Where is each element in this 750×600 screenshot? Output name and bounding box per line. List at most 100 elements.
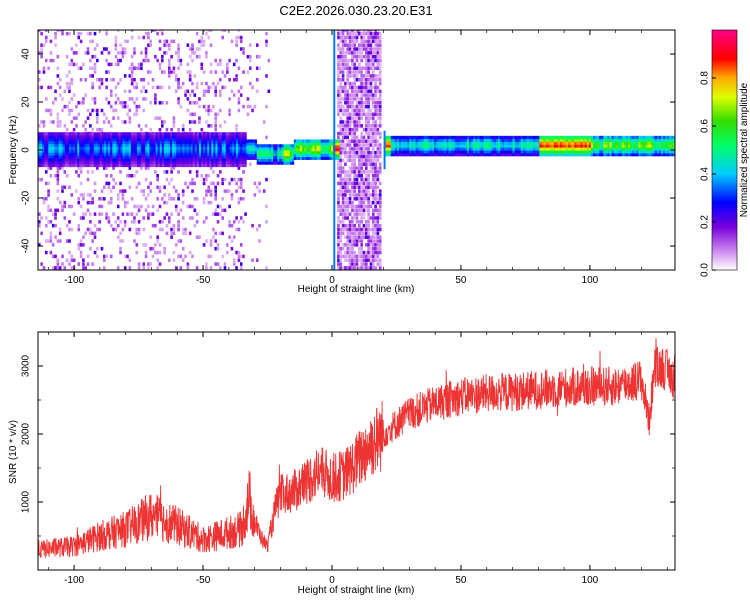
heatmap-cell xyxy=(467,150,470,154)
heatmap-cell xyxy=(365,262,368,266)
heatmap-cell xyxy=(205,193,208,197)
heatmap-cell xyxy=(407,147,410,151)
heatmap-cell xyxy=(133,101,136,105)
heatmap-cell xyxy=(355,239,359,243)
heatmap-cell xyxy=(293,145,297,149)
heatmap-cell xyxy=(205,152,208,156)
heatmap-cell xyxy=(584,141,588,145)
heatmap-cell xyxy=(159,161,163,165)
heatmap-cell xyxy=(221,149,225,153)
heatmap-cell xyxy=(186,62,190,67)
heatmap-cell xyxy=(671,150,674,154)
heatmap-cell xyxy=(285,155,288,159)
heatmap-cell xyxy=(240,163,243,168)
heatmap-cell xyxy=(365,85,368,90)
heatmap-cell xyxy=(615,147,619,151)
heatmap-cell xyxy=(229,146,233,150)
heatmap-cell xyxy=(237,250,241,255)
heatmap-cell xyxy=(89,149,92,153)
heatmap-cell xyxy=(50,140,53,145)
heatmap-cell xyxy=(42,200,46,205)
heatmap-cell xyxy=(44,135,47,139)
heatmap-cell xyxy=(140,51,143,55)
heatmap-cell xyxy=(128,140,132,145)
heatmap-cell xyxy=(174,155,177,159)
colorbar-tick-label: 0.6 xyxy=(700,119,711,133)
heatmap-cell xyxy=(265,31,268,36)
heatmap-cell xyxy=(454,147,458,151)
heatmap-cell xyxy=(157,143,161,147)
heatmap-cell xyxy=(360,93,363,97)
heatmap-cell xyxy=(557,144,561,148)
heatmap-cell xyxy=(214,93,217,97)
heatmap-cell xyxy=(52,161,55,165)
heatmap-cell xyxy=(362,135,366,140)
heatmap-cell xyxy=(165,223,169,228)
heatmap-cell xyxy=(132,158,136,162)
heatmap-cell xyxy=(228,58,231,63)
heatmap-cell xyxy=(174,204,178,209)
heatmap-cell xyxy=(564,144,567,148)
heatmap-cell xyxy=(348,166,352,170)
heatmap-cell xyxy=(121,193,125,197)
heatmap-cell xyxy=(109,78,113,82)
heatmap-cell xyxy=(60,149,64,153)
heatmap-cell xyxy=(337,31,340,36)
heatmap-cell xyxy=(225,132,229,136)
heatmap-cell xyxy=(188,93,192,97)
heatmap-cell xyxy=(358,54,361,59)
heatmap-cell xyxy=(353,43,357,47)
heatmap-cell xyxy=(458,147,462,151)
heatmap-cell xyxy=(184,163,187,168)
heatmap-cell xyxy=(341,58,345,63)
heatmap-cell xyxy=(123,101,127,105)
heatmap-cell xyxy=(114,227,118,232)
heatmap-cell xyxy=(85,143,88,147)
heatmap-cell xyxy=(514,144,517,148)
heatmap-cell xyxy=(70,108,74,113)
heatmap-cell xyxy=(351,185,354,190)
heatmap-cell xyxy=(252,139,255,143)
heatmap-cell xyxy=(318,156,321,160)
heatmap-cell xyxy=(360,193,363,197)
heatmap-cell xyxy=(223,30,227,32)
heatmap-cell xyxy=(239,262,243,266)
heatmap-cell xyxy=(77,155,80,159)
heatmap-cell xyxy=(351,35,354,40)
heatmap-cell xyxy=(355,185,359,190)
heatmap-cell xyxy=(68,146,72,150)
heatmap-cell xyxy=(374,246,377,251)
heatmap-cell xyxy=(122,155,125,159)
heatmap-cell xyxy=(360,101,363,105)
heatmap-cell xyxy=(378,147,382,151)
heatmap-cell xyxy=(254,145,258,149)
heatmap-cell xyxy=(351,154,354,159)
heatmap-cell xyxy=(79,39,83,44)
heatmap-cell xyxy=(386,144,390,148)
heatmap-cell xyxy=(638,144,641,148)
heatmap-cell xyxy=(209,70,213,74)
heatmap-cell xyxy=(281,144,284,148)
heatmap-cell xyxy=(648,153,652,157)
heatmap-cell xyxy=(369,158,373,163)
heatmap-cell xyxy=(112,155,115,159)
heatmap-cell xyxy=(82,262,85,266)
heatmap-cell xyxy=(174,243,178,247)
heatmap-cell xyxy=(157,138,161,142)
heatmap-cell xyxy=(265,220,268,224)
heatmap-cell xyxy=(318,148,321,152)
heatmap-cell xyxy=(371,212,375,216)
heatmap-cell xyxy=(376,112,380,117)
heatmap-cell xyxy=(300,148,303,152)
heatmap-cell xyxy=(348,231,352,236)
colorbar-tick-label: 0.4 xyxy=(700,167,711,181)
heatmap-cell xyxy=(52,158,55,162)
heatmap-cell xyxy=(659,150,662,154)
heatmap-cell xyxy=(112,177,115,182)
heatmap-cell xyxy=(231,152,235,156)
heatmap-cell xyxy=(314,150,317,155)
heatmap-cell xyxy=(214,124,217,128)
heatmap-cell xyxy=(214,239,217,243)
heatmap-cell xyxy=(358,147,361,151)
heatmap-cell xyxy=(362,104,366,109)
